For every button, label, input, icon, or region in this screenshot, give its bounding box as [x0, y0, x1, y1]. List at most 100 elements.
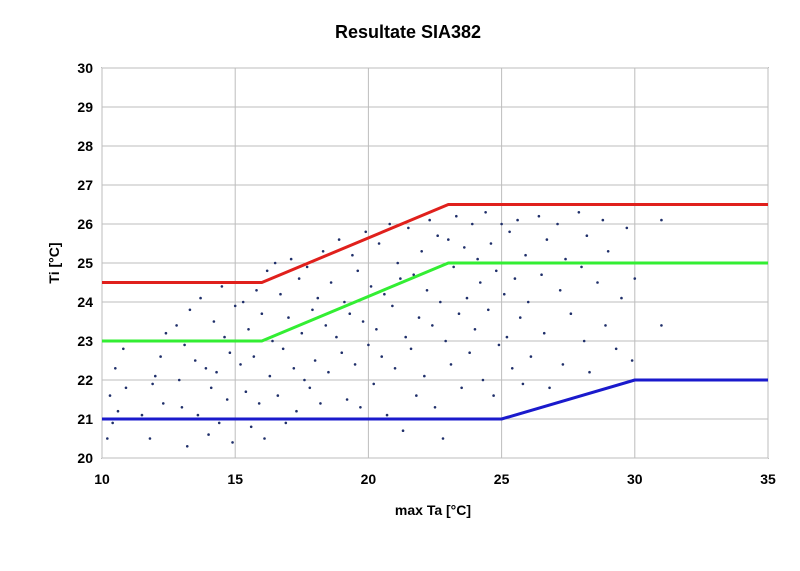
- y-tick-label: 25: [77, 255, 93, 271]
- y-tick-label: 21: [77, 411, 93, 427]
- x-tick-label: 30: [627, 471, 643, 487]
- scatter-point: [239, 363, 242, 366]
- x-tick-label: 35: [760, 471, 776, 487]
- scatter-point: [492, 394, 495, 397]
- scatter-point: [494, 269, 498, 273]
- scatter-point: [436, 234, 439, 237]
- scatter-point: [297, 277, 301, 280]
- scatter-point: [268, 374, 272, 378]
- scatter-point: [220, 285, 224, 288]
- scatter-point: [441, 437, 445, 440]
- scatter-point: [225, 398, 229, 401]
- scatter-point: [460, 386, 463, 390]
- scatter-point: [521, 382, 525, 386]
- y-tick-label: 26: [77, 216, 93, 232]
- scatter-point: [207, 433, 210, 436]
- scatter-point: [292, 367, 296, 370]
- scatter-point: [526, 300, 530, 304]
- scatter-point: [433, 406, 437, 409]
- scatter-point: [582, 339, 586, 343]
- scatter-point: [577, 211, 581, 214]
- line-series-group: [102, 203, 768, 421]
- scatter-point: [468, 351, 471, 355]
- scatter-point: [404, 335, 407, 339]
- scatter-point: [558, 289, 562, 292]
- scatter-point: [356, 269, 360, 273]
- series-line: [102, 261, 768, 343]
- scatter-point: [164, 331, 168, 335]
- scatter-point: [476, 257, 479, 261]
- scatter-point: [244, 390, 248, 394]
- y-tick-label: 28: [77, 138, 93, 154]
- scatter-point: [431, 324, 434, 327]
- scatter-point: [500, 222, 503, 226]
- scatter-point: [417, 316, 421, 319]
- scatter-point: [249, 425, 253, 429]
- scatter-point: [484, 211, 487, 214]
- scatter-point: [233, 304, 237, 308]
- scatter-point: [329, 281, 333, 284]
- scatter-point: [319, 402, 322, 405]
- scatter-point: [625, 226, 629, 230]
- scatter-point: [161, 402, 165, 405]
- scatter-point: [252, 355, 256, 358]
- scatter-point: [196, 413, 200, 417]
- scatter-point: [321, 250, 325, 253]
- scatter-point: [316, 296, 320, 300]
- scatter-point: [425, 289, 429, 292]
- x-axis-title: max Ta [°C]: [395, 502, 471, 518]
- scatter-point: [303, 378, 306, 382]
- scatter-point: [337, 238, 341, 241]
- scatter-point: [353, 363, 357, 366]
- scatter-point: [428, 218, 431, 222]
- y-tick-label: 29: [77, 99, 93, 115]
- scatter-point: [545, 238, 549, 241]
- scatter-point: [180, 406, 184, 409]
- scatter-point: [473, 328, 477, 331]
- scatter-point: [369, 285, 373, 288]
- scatter-point: [265, 269, 269, 273]
- scatter-point: [412, 273, 415, 277]
- scatter-point: [513, 277, 517, 280]
- scatter-point: [209, 386, 213, 390]
- scatter-point: [204, 367, 208, 370]
- scatter-point: [423, 374, 426, 378]
- scatter-point: [343, 300, 346, 304]
- scatter-point: [489, 242, 493, 245]
- x-tick-label: 10: [94, 471, 110, 487]
- scatter-point: [508, 230, 511, 234]
- scatter-point: [217, 421, 221, 425]
- scatter-point: [364, 230, 368, 234]
- scatter-point: [300, 331, 304, 335]
- scatter-point: [463, 246, 466, 249]
- scatter-point: [606, 250, 610, 253]
- scatter-point: [396, 261, 400, 265]
- scatter-point: [399, 277, 402, 280]
- scatter-point: [140, 413, 144, 417]
- scatter-point: [409, 347, 413, 351]
- scatter-point: [228, 351, 232, 355]
- scatter-point: [231, 441, 234, 444]
- scatter-point: [247, 328, 250, 331]
- scatter-point: [452, 265, 455, 269]
- scatter-point: [116, 409, 120, 413]
- scatter-point: [447, 238, 450, 241]
- scatter-point: [255, 289, 258, 292]
- scatter-point: [377, 242, 381, 245]
- scatter-point: [372, 382, 376, 386]
- scatter-point: [420, 250, 423, 253]
- scatter-point: [151, 382, 154, 386]
- series-line: [102, 203, 768, 284]
- y-axis-title: Ti [°C]: [46, 242, 62, 283]
- scatter-point: [529, 355, 533, 358]
- scatter-point: [295, 409, 298, 413]
- scatter-point: [361, 320, 365, 323]
- scatter-point: [276, 394, 280, 397]
- x-tick-label: 25: [494, 471, 510, 487]
- scatter-point: [108, 394, 112, 397]
- scatter-point: [564, 257, 567, 261]
- scatter-point: [175, 324, 178, 327]
- scatter-point: [444, 339, 447, 343]
- scatter-point: [465, 296, 469, 300]
